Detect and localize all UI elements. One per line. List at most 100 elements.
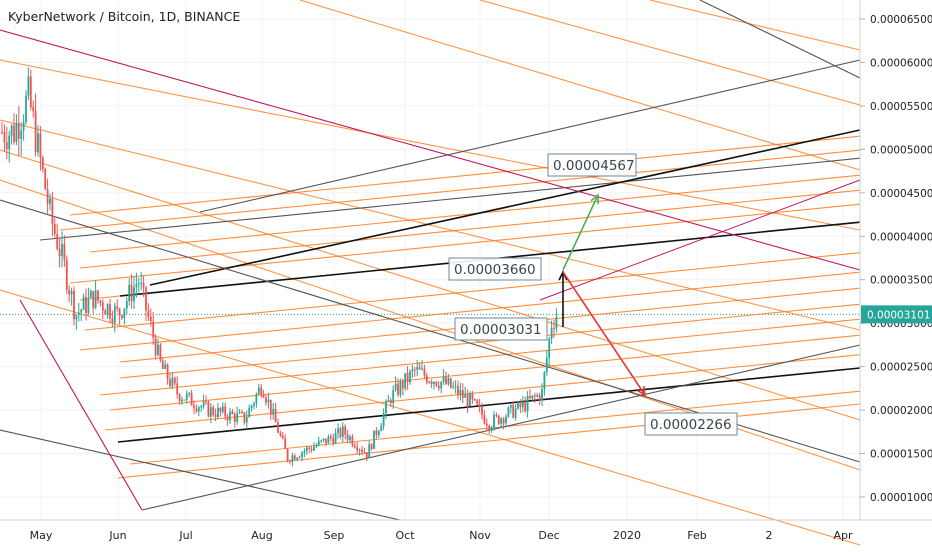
candle-body (130, 284, 133, 302)
green-arrow (562, 194, 599, 271)
candle-body (507, 407, 510, 417)
candle-body (553, 327, 555, 329)
price-annotation-box (448, 257, 542, 281)
trend-line (149, 129, 861, 286)
candle-body (39, 133, 42, 158)
candle-body (77, 312, 80, 316)
candle-body (423, 368, 426, 376)
candle-body (428, 381, 431, 383)
candle-body (104, 310, 107, 315)
candle-body (349, 436, 351, 440)
candle-body (152, 321, 155, 338)
candle-body (260, 387, 263, 395)
candle-body (89, 290, 92, 298)
candle-body (301, 452, 303, 458)
candle-body (490, 427, 493, 431)
candle-body (382, 413, 385, 426)
candle-body (346, 434, 349, 440)
candle-body (332, 438, 335, 444)
candle-body (303, 451, 306, 453)
candle-body (44, 168, 47, 190)
candle-body (53, 224, 56, 234)
candle-body (409, 371, 411, 383)
current-price-label: 0.00003101 (867, 309, 930, 321)
candle-body (106, 304, 109, 315)
price-annotation-box (454, 317, 548, 341)
candle-body (190, 392, 193, 406)
fib-line (69, 203, 861, 284)
candle-body (541, 389, 543, 401)
candle-body (34, 111, 37, 153)
candle-body (195, 408, 198, 412)
candle-body (229, 411, 231, 421)
candle-body (315, 445, 318, 447)
candle-body (358, 449, 361, 451)
fib-line (109, 334, 861, 411)
candle-body (101, 302, 104, 311)
candle-body (154, 337, 157, 356)
candle-body (10, 125, 13, 136)
trend-line (699, 0, 861, 79)
candle-body (212, 407, 215, 415)
x-tick-label: Nov (469, 529, 491, 542)
candle-body (399, 381, 402, 395)
price-annotation-label: 0.00003660 (454, 262, 536, 278)
price-annotation-box (547, 153, 637, 177)
x-tick-label: Jun (108, 529, 126, 542)
candle-body (5, 142, 8, 150)
candle-body (243, 412, 246, 423)
fib-line (79, 271, 861, 351)
candle-body (389, 400, 392, 404)
candle-body (320, 440, 323, 442)
candle-body (171, 377, 174, 387)
price-axis[interactable]: 0.00006500 0.00006000 0.00005500 0.00005000… (860, 14, 932, 504)
candle-body (123, 308, 126, 319)
candle-body (313, 446, 315, 451)
candle-body (361, 449, 363, 452)
x-tick-label: Apr (833, 529, 853, 542)
candle-body (291, 455, 294, 462)
candle-body (411, 369, 414, 372)
candle-body (505, 416, 507, 424)
candle-body (161, 360, 164, 369)
candle-body (308, 447, 311, 449)
candle-body (363, 451, 366, 453)
fib-line (0, 119, 861, 331)
candle-body (533, 395, 536, 397)
candle-body (497, 415, 500, 424)
candle-body (281, 435, 284, 439)
candle-body (226, 416, 229, 421)
candle-body (58, 248, 61, 257)
candle-body (63, 243, 66, 260)
candle-body (325, 438, 327, 444)
y-tick-label: 0.00006500 (870, 14, 932, 26)
plot-area[interactable] (0, 0, 860, 520)
candle-body (200, 406, 203, 408)
candle-body (118, 308, 121, 316)
candle-body (238, 412, 241, 414)
candle-body (339, 428, 342, 438)
price-annotation-label: 0.00002266 (650, 417, 732, 433)
candle-body (334, 433, 337, 444)
candle-body (418, 367, 421, 370)
candle-body (356, 447, 359, 451)
time-axis[interactable]: May Jun Jul Aug Sep Oct Nov Dec 2020 Feb 2 Apr (30, 529, 853, 542)
candle-body (207, 401, 210, 417)
candle-body (495, 414, 498, 416)
candle-body (454, 385, 457, 387)
candle-body (29, 76, 32, 108)
candle-body (433, 381, 435, 385)
candle-body (440, 381, 443, 389)
candle-body (133, 287, 135, 302)
candle-body (265, 397, 267, 403)
candle-body (92, 290, 95, 308)
candle-body (485, 423, 488, 426)
fib-line (649, 0, 861, 51)
fib-line (0, 59, 861, 231)
candle-body (173, 377, 176, 384)
candle-body (416, 367, 419, 370)
y-tick-label: 0.00001500 (870, 449, 932, 461)
candle-body (166, 364, 169, 380)
fib-line (99, 318, 861, 396)
